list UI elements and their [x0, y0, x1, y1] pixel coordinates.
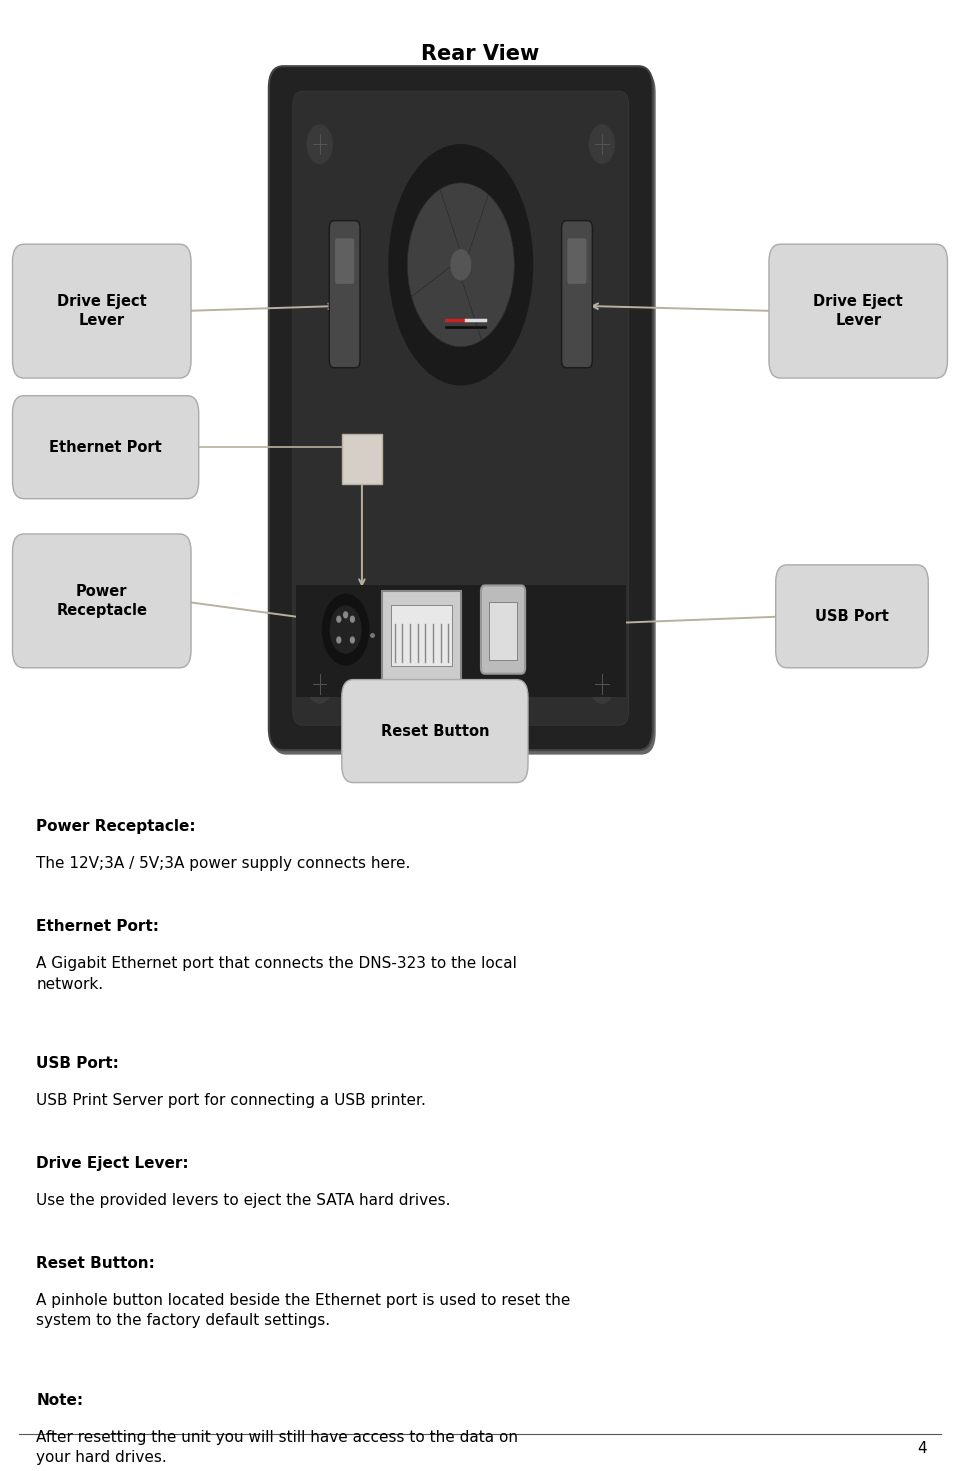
Polygon shape [461, 194, 515, 340]
Circle shape [589, 665, 614, 703]
Text: Drive Eject
Lever: Drive Eject Lever [813, 294, 903, 328]
FancyBboxPatch shape [562, 221, 592, 368]
Text: Rear View: Rear View [420, 44, 540, 65]
FancyBboxPatch shape [342, 434, 382, 484]
Text: Drive Eject Lever:: Drive Eject Lever: [36, 1156, 189, 1171]
Circle shape [350, 637, 354, 643]
FancyBboxPatch shape [769, 244, 948, 378]
Text: A Gigabit Ethernet port that connects the DNS-323 to the local
network.: A Gigabit Ethernet port that connects th… [36, 956, 517, 991]
Text: Power
Receptacle: Power Receptacle [57, 584, 147, 618]
Polygon shape [415, 182, 510, 265]
FancyBboxPatch shape [391, 605, 452, 666]
FancyBboxPatch shape [481, 585, 525, 674]
Text: A pinhole button located beside the Ethernet port is used to reset the
system to: A pinhole button located beside the Ethe… [36, 1293, 571, 1328]
Text: Use the provided levers to eject the SATA hard drives.: Use the provided levers to eject the SAT… [36, 1193, 451, 1208]
FancyBboxPatch shape [329, 221, 360, 368]
Text: Ethernet Port:: Ethernet Port: [36, 919, 159, 934]
Text: 4: 4 [917, 1442, 926, 1456]
Text: Reset Button:: Reset Button: [36, 1256, 156, 1271]
Text: Reset Button: Reset Button [380, 724, 490, 738]
FancyBboxPatch shape [489, 602, 517, 660]
FancyBboxPatch shape [776, 565, 928, 668]
Circle shape [337, 616, 341, 622]
Circle shape [451, 250, 470, 279]
FancyBboxPatch shape [382, 591, 461, 680]
Circle shape [330, 606, 361, 653]
FancyBboxPatch shape [12, 396, 199, 499]
FancyBboxPatch shape [12, 244, 191, 378]
Circle shape [307, 125, 332, 163]
Text: USB Print Server port for connecting a USB printer.: USB Print Server port for connecting a U… [36, 1093, 426, 1108]
Ellipse shape [389, 144, 533, 385]
FancyBboxPatch shape [335, 238, 354, 284]
Polygon shape [407, 190, 461, 335]
Text: USB Port:: USB Port: [36, 1056, 119, 1071]
Circle shape [589, 125, 614, 163]
Text: Note:: Note: [36, 1393, 84, 1408]
Circle shape [350, 616, 354, 622]
FancyBboxPatch shape [272, 71, 656, 755]
Circle shape [307, 665, 332, 703]
Circle shape [337, 637, 341, 643]
FancyBboxPatch shape [567, 238, 587, 284]
FancyBboxPatch shape [296, 585, 626, 697]
Text: After resetting the unit you will still have access to the data on
your hard dri: After resetting the unit you will still … [36, 1430, 518, 1465]
FancyBboxPatch shape [342, 680, 528, 783]
Polygon shape [412, 265, 507, 347]
FancyBboxPatch shape [269, 66, 653, 750]
Circle shape [323, 594, 369, 665]
Text: Drive Eject
Lever: Drive Eject Lever [57, 294, 147, 328]
Text: USB Port: USB Port [815, 609, 889, 624]
Text: Power Receptacle:: Power Receptacle: [36, 819, 196, 834]
Text: Ethernet Port: Ethernet Port [49, 440, 162, 455]
Text: The 12V;3A / 5V;3A power supply connects here.: The 12V;3A / 5V;3A power supply connects… [36, 856, 411, 871]
FancyBboxPatch shape [293, 91, 629, 725]
Circle shape [344, 612, 348, 618]
FancyBboxPatch shape [12, 534, 191, 668]
